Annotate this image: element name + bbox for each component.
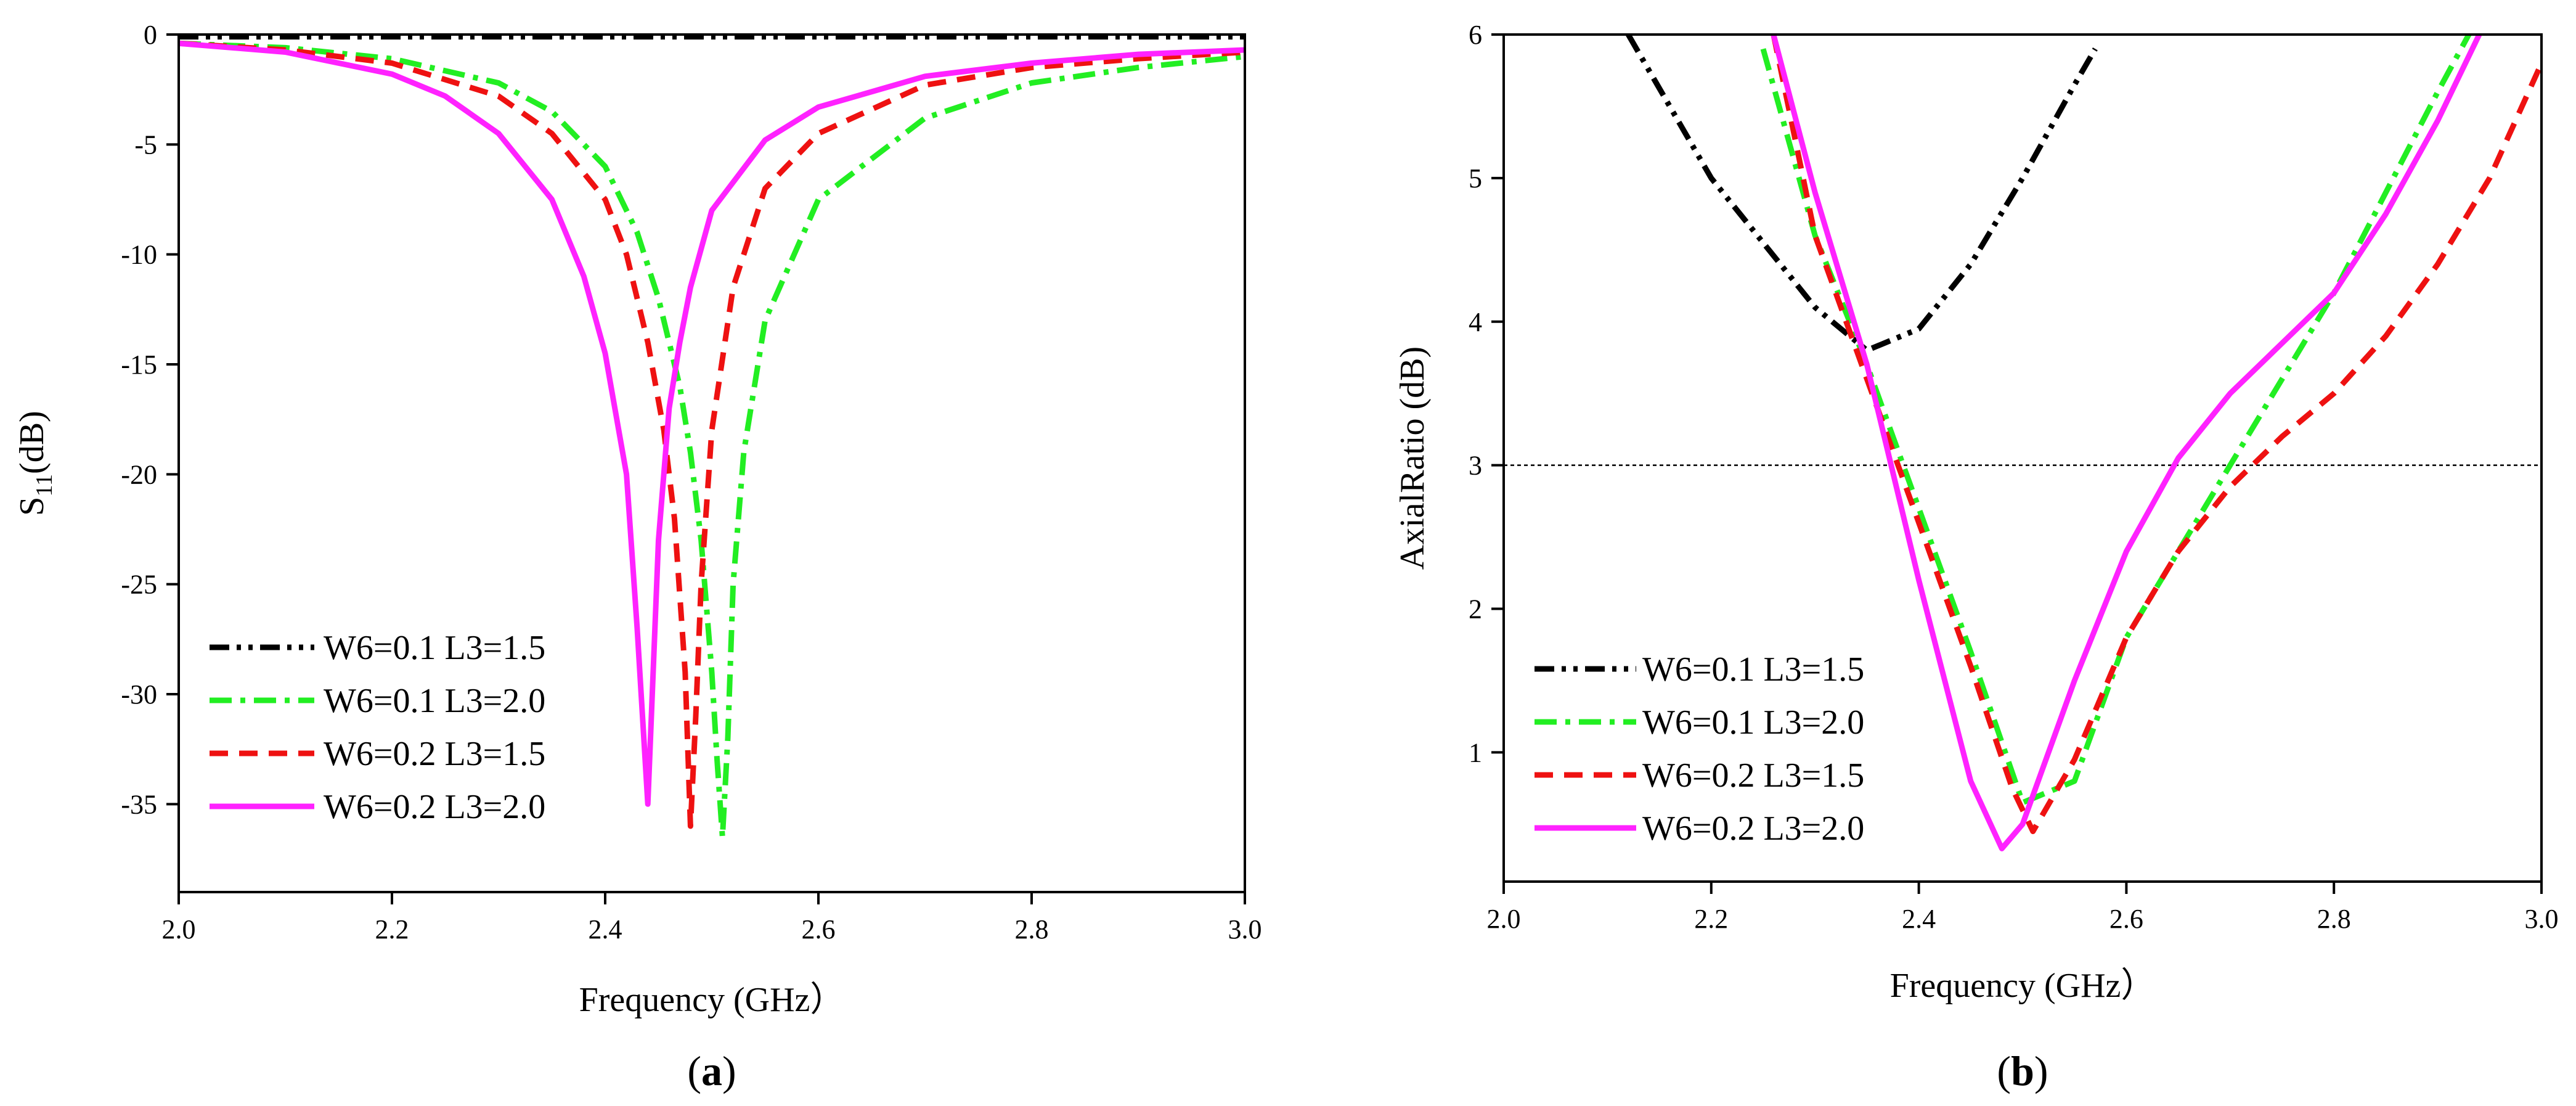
series-line-4 (179, 40, 1245, 807)
legend-label-1: W6=0.1 L3=1.5 (324, 629, 545, 667)
y-axis-title: S11(dB) (13, 411, 57, 515)
series-line-1 (1626, 35, 2098, 353)
x-tick-label: 2.2 (375, 914, 409, 944)
series-line-3 (1771, 35, 2541, 834)
x-tick-label: 2.6 (2109, 904, 2143, 934)
legend-label-3: W6=0.2 L3=1.5 (324, 735, 545, 773)
legend-label-1: W6=0.1 L3=1.5 (1642, 650, 1864, 689)
y-tick-label: -20 (121, 459, 157, 490)
legend: W6=0.1 L3=1.5 W6=0.1 L3=2.0 W6=0.2 L3=1.5 W… (210, 629, 545, 826)
panel-label: (b) (1997, 1047, 2048, 1094)
y-tick-label: 6 (1469, 20, 1482, 50)
y-axis-title: AxialRatio (dB) (1393, 346, 1432, 570)
legend: W6=0.1 L3=1.5 W6=0.1 L3=2.0 W6=0.2 L3=1.5 W… (1535, 650, 1864, 848)
panel-b: 2.0 2.2 2.4 2.6 2.8 3.0 1 2 3 4 5 6 Frequency (GHz） A… (1393, 20, 2559, 1094)
legend-label-4: W6=0.2 L3=2.0 (324, 788, 545, 826)
y-tick-label: -35 (121, 789, 157, 819)
x-tick-label: 2.6 (802, 914, 836, 944)
y-tick-label: 0 (144, 20, 157, 50)
y-tick-label: -5 (134, 129, 157, 160)
x-tick-label: 2.0 (162, 914, 196, 944)
series-line-4 (1771, 35, 2482, 851)
series-line-2 (1760, 35, 2472, 806)
y-tick-label: 1 (1469, 737, 1482, 768)
panel-label: (a) (687, 1047, 736, 1094)
legend-label-2: W6=0.1 L3=2.0 (324, 682, 545, 720)
series-line-3 (179, 40, 1245, 829)
x-tick-label: 2.4 (1902, 904, 1936, 934)
x-tick-label: 2.2 (1694, 904, 1728, 934)
x-tick-label: 2.0 (1487, 904, 1521, 934)
y-tick-label: -25 (121, 570, 157, 600)
y-tick-label: 3 (1469, 451, 1482, 481)
y-tick-label: 5 (1469, 163, 1482, 194)
y-tick-label: -10 (121, 240, 157, 270)
x-axis-title: Frequency (GHz） (579, 981, 845, 1019)
x-tick-label: 3.0 (1228, 914, 1262, 944)
legend-label-4: W6=0.2 L3=2.0 (1642, 809, 1864, 848)
panel-a: 2.0 2.2 2.4 2.6 2.8 3.0 0 -5 -10 -15 -20 -25 -30 -35 F… (13, 20, 1262, 1094)
y-tick-label: 4 (1469, 307, 1482, 337)
x-axis-title: Frequency (GHz） (1890, 967, 2156, 1005)
x-tick-label: 2.4 (589, 914, 622, 944)
legend-label-3: W6=0.2 L3=1.5 (1642, 756, 1864, 795)
y-tick-label: -15 (121, 350, 157, 380)
x-tick-label: 2.8 (1015, 914, 1049, 944)
legend-label-2: W6=0.1 L3=2.0 (1642, 703, 1864, 742)
plot-frame (1502, 33, 2543, 883)
x-tick-label: 2.8 (2317, 904, 2351, 934)
y-tick-label: -30 (121, 679, 157, 710)
y-tick-label: 2 (1469, 594, 1482, 625)
plot-frame (177, 33, 1246, 893)
x-tick-label: 3.0 (2525, 904, 2559, 934)
series-line-2 (179, 40, 1245, 840)
